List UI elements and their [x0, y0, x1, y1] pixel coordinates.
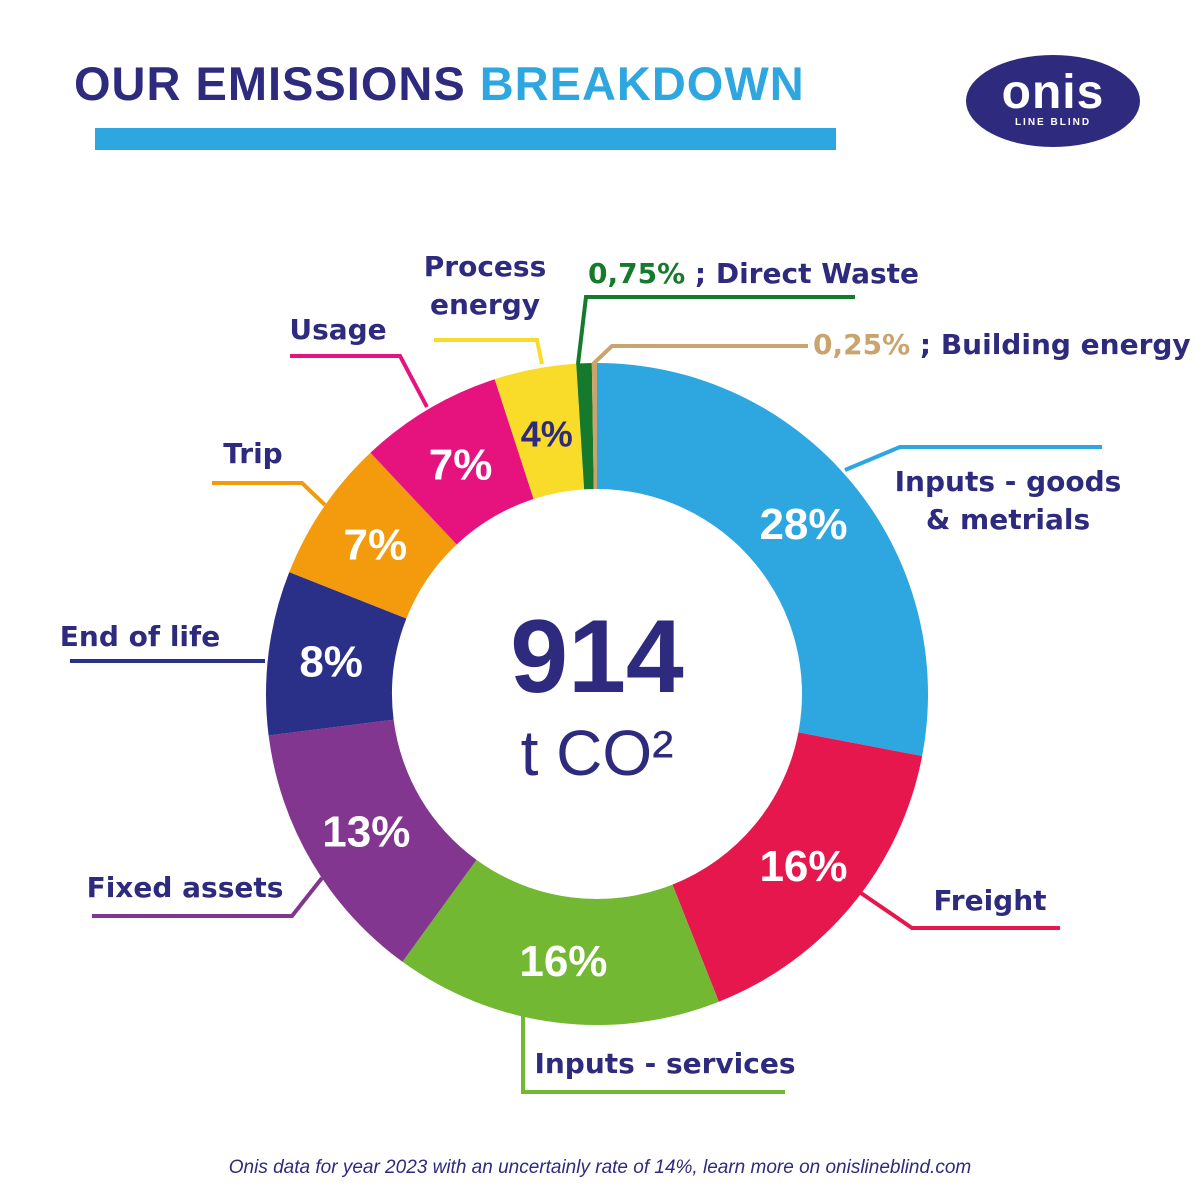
category-label-inputs-goods-metrials-line-2: & metrials — [926, 503, 1090, 536]
leader-line-usage — [290, 354, 429, 408]
pct-label-usage: 7% — [429, 440, 493, 489]
pct-label-trip: 7% — [344, 520, 408, 569]
slice-process-energy — [494, 363, 585, 500]
slice-usage — [370, 379, 534, 545]
slice-labels: Inputs - goods & metrials Freight Inputs - … — [60, 250, 1191, 1080]
logo-subtitle: LINE BLIND — [1014, 117, 1092, 128]
total-emissions-unit: t CO² — [521, 717, 674, 789]
slice-direct-waste — [576, 363, 594, 490]
slice-inputs-goods-metrials — [597, 363, 928, 757]
category-label-inputs-services: Inputs - services — [534, 1047, 795, 1080]
title-part-1: OUR EMISSIONS — [74, 57, 480, 110]
category-label-inputs-goods-metrials-line-1: Inputs - goods — [895, 465, 1122, 498]
category-label-process-energy-line-1: Process — [424, 250, 547, 283]
leader-line-freight — [840, 878, 1060, 930]
category-label-end-of-life: End of life — [60, 620, 220, 653]
slice-freight — [672, 732, 923, 1002]
title-part-2: BREAKDOWN — [479, 57, 805, 110]
pct-label-freight: 16% — [759, 842, 847, 891]
slice-trip — [289, 452, 457, 619]
category-label-process-energy-line-2: energy — [430, 288, 540, 321]
category-label-freight: Freight — [933, 884, 1046, 917]
leader-line-trip — [212, 481, 327, 507]
leader-line-direct-waste — [576, 295, 855, 365]
slice-fixed-assets — [268, 719, 477, 962]
total-emissions-value: 914 — [510, 599, 684, 715]
category-label-trip: Trip — [223, 437, 282, 470]
pct-label-process-energy: 4% — [521, 414, 573, 455]
logo-word: onis — [1001, 66, 1105, 119]
category-label-direct-waste: 0,75% ; Direct Waste — [588, 257, 919, 290]
onis-logo: onis LINE BLIND — [966, 55, 1140, 147]
donut-slices: 28% 16% 16% 13% 8% 7% 7% 4% — [266, 363, 928, 1026]
category-label-building-energy: 0,25% ; Building energy — [813, 328, 1191, 361]
pct-label-inputs-goods-metrials: 28% — [759, 500, 847, 549]
leader-line-building-energy — [591, 344, 808, 366]
slice-end-of-life — [266, 572, 407, 736]
slice-building-energy — [591, 363, 597, 490]
footer-note: Onis data for year 2023 with an uncertai… — [228, 1157, 972, 1178]
leader-line-inputs-services — [521, 1012, 785, 1094]
category-label-fixed-assets: Fixed assets — [87, 871, 284, 904]
slice-inputs-services — [402, 859, 719, 1026]
leader-lines — [70, 295, 1102, 1094]
leader-line-inputs-goods-metrials — [844, 445, 1102, 472]
pct-label-inputs-services: 16% — [519, 937, 607, 986]
category-label-usage: Usage — [289, 313, 386, 346]
leader-line-fixed-assets — [92, 876, 324, 918]
pct-label-fixed-assets: 13% — [322, 807, 410, 856]
leader-line-process-energy — [434, 338, 544, 365]
page-title: OUR EMISSIONS BREAKDOWN — [74, 56, 805, 111]
pct-label-end-of-life: 8% — [299, 637, 363, 686]
title-underline — [95, 128, 836, 150]
